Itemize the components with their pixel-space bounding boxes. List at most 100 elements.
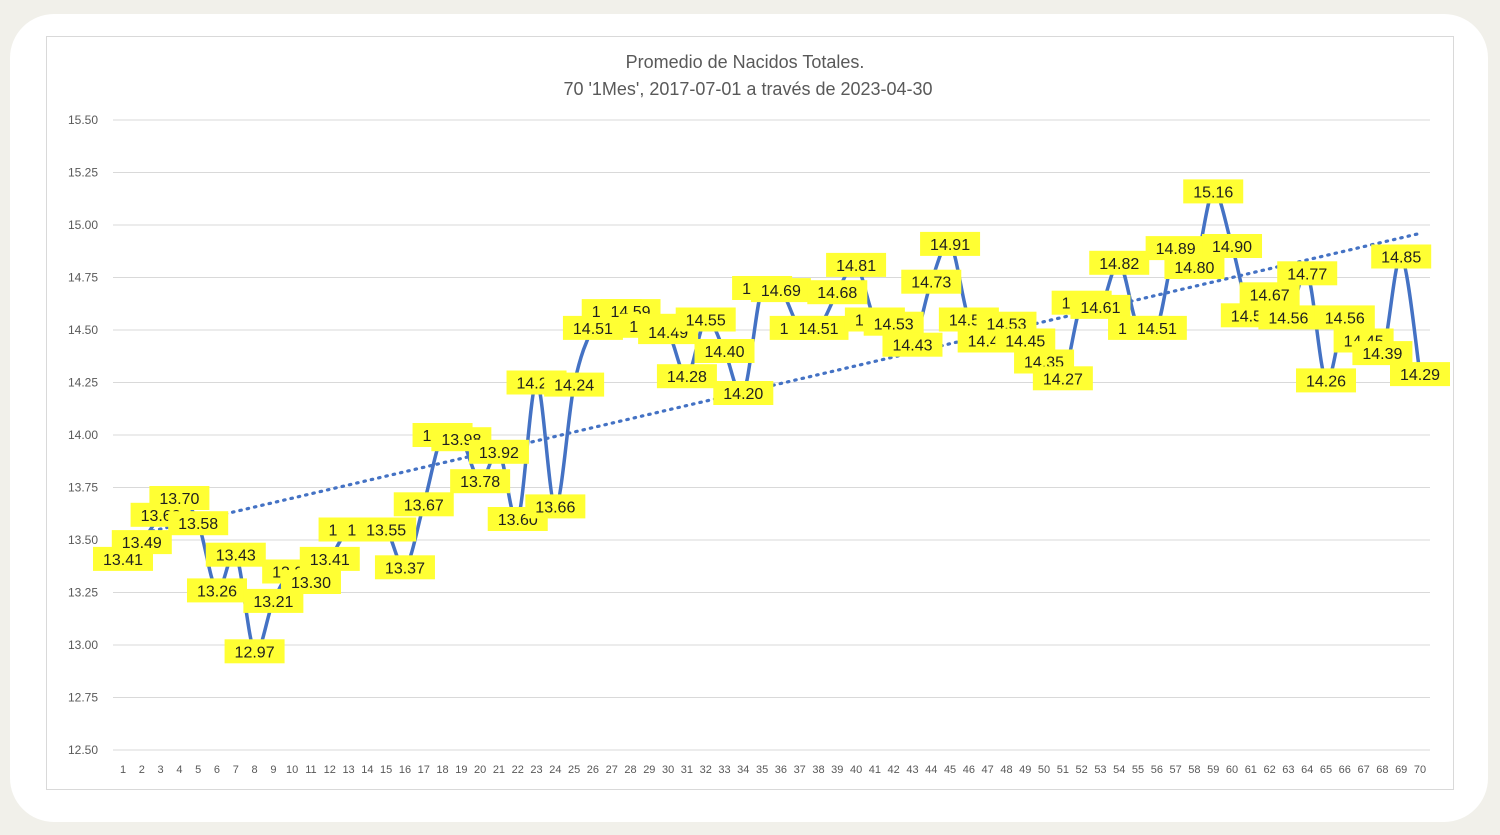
data-label: 14.82 <box>1089 250 1150 275</box>
x-tick-label: 32 <box>700 764 712 776</box>
data-label-background <box>1183 179 1244 204</box>
data-label-text: 14.61 <box>1080 300 1120 317</box>
x-tick-label: 59 <box>1207 764 1219 776</box>
x-tick-label: 66 <box>1339 764 1351 776</box>
x-tick-label: 28 <box>624 764 636 776</box>
data-label: 14.90 <box>1202 234 1263 258</box>
y-tick-label: 12.75 <box>68 691 98 705</box>
data-label-text: 14.29 <box>1400 367 1440 384</box>
x-tick-label: 55 <box>1132 764 1144 776</box>
x-tick-label: 43 <box>906 764 918 776</box>
data-label-background <box>1314 305 1375 330</box>
x-tick-label: 14 <box>361 764 373 776</box>
y-tick-label: 13.50 <box>68 533 98 547</box>
data-label: 13.43 <box>205 542 266 567</box>
x-tick-label: 67 <box>1357 764 1369 776</box>
x-tick-label: 30 <box>662 764 674 776</box>
data-label-background <box>1390 362 1450 387</box>
data-label-text: 14.55 <box>686 313 726 330</box>
data-label-background <box>1352 341 1413 366</box>
x-tick-label: 1 <box>120 764 126 776</box>
x-tick-label: 23 <box>530 764 542 776</box>
data-label-background <box>882 332 943 357</box>
y-tick-label: 14.75 <box>68 271 98 285</box>
data-label: 14.28 <box>656 364 717 389</box>
x-tick-label: 34 <box>737 764 749 776</box>
x-tick-label: 48 <box>1000 764 1012 776</box>
x-tick-label: 52 <box>1076 764 1088 776</box>
x-tick-label: 4 <box>176 764 182 776</box>
x-tick-label: 57 <box>1170 764 1182 776</box>
x-tick-label: 11 <box>305 764 316 776</box>
data-label: 14.26 <box>1296 368 1357 393</box>
data-label: 14.56 <box>1314 305 1375 330</box>
data-label: 13.37 <box>374 555 435 580</box>
data-label: 13.26 <box>186 578 247 603</box>
data-label-text: 14.51 <box>798 321 838 338</box>
data-label: 14.77 <box>1277 261 1338 286</box>
data-label-text: 14.77 <box>1287 266 1327 283</box>
data-label-text: 14.56 <box>1325 310 1365 327</box>
chart-area <box>46 36 1454 790</box>
x-tick-label: 19 <box>455 764 467 776</box>
data-label-text: 13.37 <box>385 560 425 577</box>
x-tick-label: 35 <box>756 764 768 776</box>
x-tick-label: 8 <box>252 764 258 776</box>
data-label-background <box>450 469 511 494</box>
data-label-text: 14.20 <box>723 386 763 403</box>
data-label-text: 13.21 <box>253 594 293 611</box>
x-tick-label: 20 <box>474 764 486 776</box>
data-label-text: 14.81 <box>836 258 876 275</box>
y-tick-label: 13.25 <box>68 586 98 600</box>
x-tick-label: 3 <box>158 764 164 776</box>
data-label-background <box>1258 305 1319 330</box>
x-axis: 1 2 3 4 5 6 7 8 9 10 11 12 13 14 15 16 17 18 19 20 21 22 23 24 2… <box>120 764 1426 776</box>
data-label-text: 13.58 <box>178 516 218 533</box>
data-label: 13.92 <box>468 439 529 464</box>
x-tick-label: 16 <box>399 764 411 776</box>
data-label-text: 15.16 <box>1193 184 1233 201</box>
x-tick-label: 9 <box>270 764 276 776</box>
x-tick-label: 18 <box>436 764 448 776</box>
x-tick-label: 31 <box>681 764 693 776</box>
x-tick-label: 65 <box>1320 764 1332 776</box>
data-label-text: 13.66 <box>535 499 575 516</box>
data-label-text: 13.49 <box>122 535 162 552</box>
x-tick-label: 69 <box>1395 764 1407 776</box>
data-label: 14.61 <box>1070 294 1131 319</box>
data-label-text: 14.51 <box>1137 321 1177 338</box>
gridlines <box>113 119 1430 751</box>
data-label: 13.30 <box>280 570 341 594</box>
data-label-background <box>393 492 454 517</box>
x-tick-label: 29 <box>643 764 655 776</box>
data-label-background <box>995 328 1056 353</box>
data-label-background <box>299 546 360 571</box>
data-label-background <box>186 578 247 603</box>
data-label-text: 14.80 <box>1174 260 1214 277</box>
x-tick-label: 17 <box>418 764 430 776</box>
data-label-text: 14.68 <box>817 285 857 302</box>
data-label: 14.73 <box>901 269 962 294</box>
data-label-text: 14.26 <box>1306 373 1346 390</box>
data-label-text: 14.56 <box>1268 310 1308 327</box>
data-label: 14.45 <box>995 328 1056 353</box>
x-tick-label: 68 <box>1376 764 1388 776</box>
y-tick-label: 15.50 <box>68 113 98 127</box>
data-label-text: 13.67 <box>404 497 444 514</box>
x-tick-label: 27 <box>606 764 618 776</box>
x-tick-label: 22 <box>512 764 524 776</box>
data-label-background <box>901 269 962 294</box>
data-label-background <box>168 511 229 536</box>
data-label: 14.51 <box>1126 315 1187 340</box>
x-tick-label: 58 <box>1188 764 1200 776</box>
y-axis: 12.50 12.75 13.00 13.25 13.50 13.75 14.00 14.25… <box>68 113 98 757</box>
x-tick-label: 60 <box>1226 764 1238 776</box>
data-label-text: 14.67 <box>1250 287 1290 304</box>
data-label-text: 13.41 <box>310 552 350 569</box>
data-label-background <box>1239 282 1300 307</box>
data-label-text: 14.53 <box>874 317 914 334</box>
data-label: 14.53 <box>863 311 924 336</box>
data-label-background <box>713 381 774 405</box>
y-tick-label: 14.25 <box>68 376 98 390</box>
x-tick-label: 37 <box>794 764 806 776</box>
